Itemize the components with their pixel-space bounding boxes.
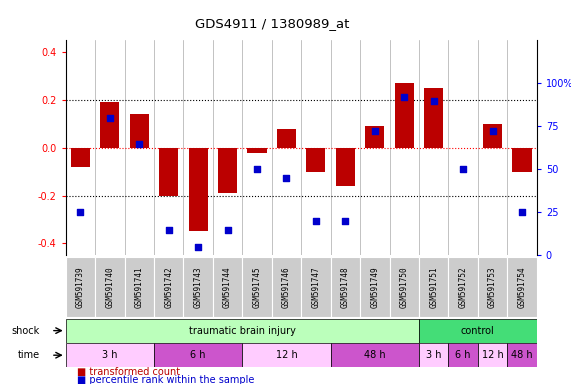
- Text: GSM591744: GSM591744: [223, 266, 232, 308]
- Text: GSM591752: GSM591752: [459, 266, 468, 308]
- Point: [370, 128, 379, 134]
- Bar: [478, 257, 507, 317]
- Text: 6 h: 6 h: [456, 350, 471, 360]
- Bar: [483, 124, 502, 148]
- Bar: [124, 257, 154, 317]
- Bar: [242, 343, 331, 367]
- Text: ■ transformed count: ■ transformed count: [77, 367, 180, 377]
- Bar: [331, 257, 360, 317]
- Text: GSM591753: GSM591753: [488, 266, 497, 308]
- Text: GSM591740: GSM591740: [105, 266, 114, 308]
- Text: 48 h: 48 h: [511, 350, 533, 360]
- Bar: [331, 343, 419, 367]
- Point: [400, 94, 409, 100]
- Bar: [419, 257, 448, 317]
- Bar: [419, 343, 448, 367]
- Bar: [242, 257, 272, 317]
- Point: [105, 115, 114, 121]
- Bar: [95, 257, 124, 317]
- Text: GSM591742: GSM591742: [164, 266, 173, 308]
- Point: [194, 244, 203, 250]
- Bar: [154, 343, 242, 367]
- Text: GSM591747: GSM591747: [311, 266, 320, 308]
- Bar: [365, 126, 384, 148]
- Text: GSM591749: GSM591749: [371, 266, 379, 308]
- Bar: [424, 88, 443, 148]
- Text: traumatic brain injury: traumatic brain injury: [189, 326, 296, 336]
- Point: [252, 166, 262, 172]
- Bar: [71, 148, 90, 167]
- Point: [223, 227, 232, 233]
- Text: 3 h: 3 h: [426, 350, 441, 360]
- Text: GSM591745: GSM591745: [252, 266, 262, 308]
- Bar: [507, 343, 537, 367]
- Point: [517, 209, 526, 215]
- Bar: [247, 148, 267, 152]
- Bar: [130, 114, 149, 148]
- Bar: [395, 83, 414, 148]
- Text: 12 h: 12 h: [482, 350, 504, 360]
- Bar: [66, 319, 419, 343]
- Point: [429, 98, 439, 104]
- Bar: [66, 343, 154, 367]
- Bar: [478, 343, 507, 367]
- Bar: [183, 257, 213, 317]
- Bar: [448, 343, 478, 367]
- Text: ■ percentile rank within the sample: ■ percentile rank within the sample: [77, 375, 255, 384]
- Bar: [301, 257, 331, 317]
- Text: GSM591750: GSM591750: [400, 266, 409, 308]
- Bar: [100, 103, 119, 148]
- Text: GSM591739: GSM591739: [76, 266, 85, 308]
- Bar: [419, 319, 537, 343]
- Bar: [218, 148, 237, 193]
- Text: GSM591743: GSM591743: [194, 266, 203, 308]
- Bar: [66, 257, 95, 317]
- Text: 3 h: 3 h: [102, 350, 118, 360]
- Bar: [448, 257, 478, 317]
- Bar: [512, 148, 532, 172]
- Text: GSM591748: GSM591748: [341, 266, 350, 308]
- Text: 12 h: 12 h: [276, 350, 297, 360]
- Text: GSM591754: GSM591754: [517, 266, 526, 308]
- Point: [459, 166, 468, 172]
- Text: time: time: [18, 350, 40, 360]
- Text: shock: shock: [12, 326, 40, 336]
- Point: [311, 218, 320, 224]
- Bar: [213, 257, 242, 317]
- Bar: [154, 257, 183, 317]
- Point: [488, 128, 497, 134]
- Bar: [507, 257, 537, 317]
- Bar: [159, 148, 178, 195]
- Text: 6 h: 6 h: [190, 350, 206, 360]
- Text: GSM591751: GSM591751: [429, 266, 438, 308]
- Text: control: control: [461, 326, 494, 336]
- Text: 48 h: 48 h: [364, 350, 385, 360]
- Bar: [272, 257, 301, 317]
- Bar: [336, 148, 355, 186]
- Text: GDS4911 / 1380989_at: GDS4911 / 1380989_at: [195, 17, 350, 30]
- Point: [282, 175, 291, 181]
- Text: GSM591741: GSM591741: [135, 266, 144, 308]
- Point: [164, 227, 173, 233]
- Text: GSM591746: GSM591746: [282, 266, 291, 308]
- Bar: [188, 148, 208, 232]
- Bar: [307, 148, 325, 172]
- Bar: [389, 257, 419, 317]
- Point: [341, 218, 350, 224]
- Point: [76, 209, 85, 215]
- Bar: [277, 129, 296, 148]
- Point: [135, 141, 144, 147]
- Bar: [360, 257, 389, 317]
